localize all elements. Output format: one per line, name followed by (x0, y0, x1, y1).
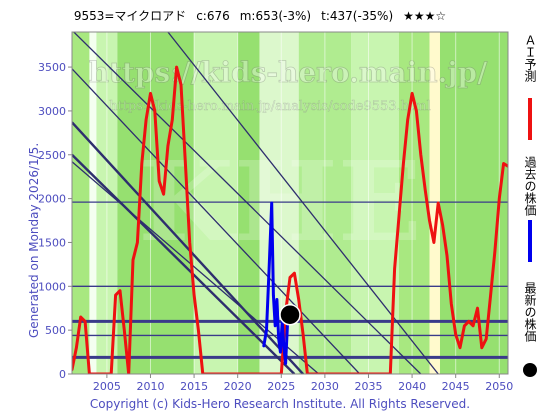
ai-prediction-line (72, 65, 508, 374)
x-tick-label-8: 2045 (442, 380, 470, 393)
x-tick-label-0: 2005 (93, 380, 121, 393)
trend-line-1 (72, 153, 296, 374)
trend-line-3 (72, 68, 361, 374)
current-price: c:676 (196, 9, 230, 23)
latest-marker-layer (279, 303, 301, 326)
x-tick-label-7: 2040 (398, 380, 426, 393)
generated-note: Generated on Monday 2026/1/5. (27, 143, 41, 338)
x-tick-label-3: 2020 (224, 380, 252, 393)
y-tick-label-5: 2500 (38, 149, 66, 162)
y-axis-ticks: 0 500 1000 1500 2000 2500 3000 3500 (38, 61, 72, 381)
legend-label-latest-price: 最新の株価 (523, 282, 537, 342)
background-band-10 (429, 32, 440, 374)
x-axis-ticks: 2005 2010 2015 2020 2025 2030 2035 2040 2045 2050 (93, 374, 513, 393)
stock-code-name: 9553=マイクロアド (73, 9, 187, 23)
y-tick-label-6: 3000 (38, 105, 66, 118)
background-band-8 (351, 32, 399, 374)
x-tick-label-1: 2010 (136, 380, 164, 393)
vertical-gridlines (106, 32, 500, 374)
y-tick-label-2: 1000 (38, 280, 66, 293)
y-tick-label-4: 2000 (38, 193, 66, 206)
legend-label-ai-prediction: ＡＩ予測 (523, 34, 537, 83)
x-tick-label-6: 2035 (354, 380, 382, 393)
background-band-4 (194, 32, 238, 374)
trend-line-0 (72, 121, 304, 374)
chart-header: 9553=マイクロアド c:676 m:653(-3%) t:437(-35%) ★★★… (0, 7, 520, 24)
y-tick-label-1: 500 (45, 324, 66, 337)
y-tick-label-3: 1500 (38, 236, 66, 249)
watermark-sub-text: https://kids-hero.main.jp/analysis/code9… (109, 99, 431, 114)
watermark-main-text: https://kids-hero.main.jp/ (89, 56, 488, 89)
latest-price-marker (279, 303, 301, 326)
mid-target: m:653(-3%) (239, 9, 312, 23)
background-band-9 (399, 32, 430, 374)
background-bands (72, 32, 508, 374)
y-tick-label-0: 0 (59, 368, 66, 381)
y-tick-label-7: 3500 (38, 61, 66, 74)
background-band-1 (89, 32, 97, 374)
plot-frame (71, 31, 509, 375)
x-tick-label-5: 2030 (311, 380, 339, 393)
series-layer (72, 65, 508, 374)
x-tick-label-2: 2015 (180, 380, 208, 393)
x-tick-label-4: 2025 (267, 380, 295, 393)
background-band-0 (72, 32, 90, 374)
x-tick-label-9: 2050 (485, 380, 513, 393)
target-price: t:437(-35%) (321, 9, 394, 23)
rating-stars: ★★★☆ (403, 9, 447, 23)
legend-label-past-price: 過去の株価 (523, 156, 537, 216)
background-band-5 (237, 32, 260, 374)
legend-marker-latest-price (523, 363, 537, 377)
trend-line-4 (72, 32, 422, 374)
past-price-line (262, 201, 292, 365)
copyright-footer: Copyright (c) Kids-Hero Research Institu… (89, 397, 471, 411)
